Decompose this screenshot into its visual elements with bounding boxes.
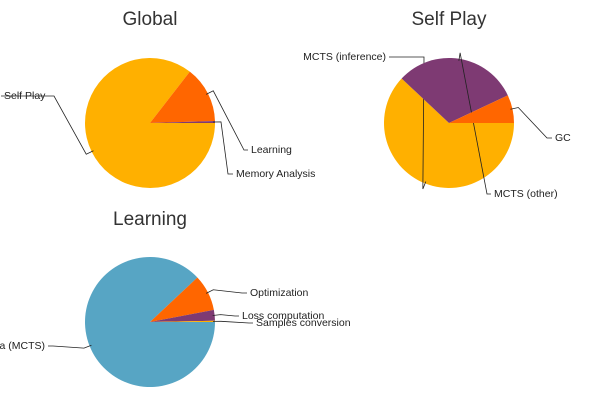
slice-label: Self Play — [4, 90, 46, 102]
leader-line — [510, 107, 552, 139]
leader-line — [205, 289, 247, 294]
pie-slice-samples-conversion — [150, 320, 215, 322]
pie-slice-memory-analysis — [150, 120, 215, 123]
chart-title: Self Play — [412, 9, 487, 30]
chart-title: Global — [123, 9, 178, 30]
slice-label: MCTS (inference) — [303, 51, 386, 63]
slice-label: Memory Analysis — [236, 168, 315, 180]
leader-line — [1, 95, 94, 155]
pie-slice-gc — [449, 95, 514, 123]
pie-chart-learning: Learning Data (MCTS) Optimization Loss comp… — [0, 209, 351, 387]
leader-line — [205, 90, 248, 151]
slice-label: Loss computation — [242, 310, 324, 322]
slice-label: Optimization — [250, 287, 309, 299]
slice-label: Samples conversion — [256, 317, 351, 329]
chart-title: Learning — [113, 209, 187, 230]
pie-slice-mcts-inference — [384, 78, 514, 188]
pie-chart-global: Global Self Play Learning Memory Analysis — [1, 9, 315, 188]
leader-line — [212, 314, 239, 317]
pie-slice-optimization — [150, 277, 214, 322]
leader-line — [48, 344, 92, 349]
pie-slice-loss-computation — [150, 309, 215, 322]
slice-label: MCTS (other) — [494, 188, 558, 200]
leader-line — [389, 56, 427, 190]
pie-slice-learning — [150, 71, 215, 123]
slice-label: Learning — [251, 144, 292, 156]
slice-label: GC — [555, 132, 571, 144]
leader-line — [458, 52, 491, 195]
slice-label: Data (MCTS) — [0, 340, 45, 352]
pie-chart-self-play: Self Play MCTS (inference) MCTS (other) GC — [303, 9, 571, 200]
pie-slice-mcts-other — [401, 58, 508, 123]
leader-line — [212, 121, 233, 175]
leader-line — [212, 320, 253, 324]
pie-slice-self-play — [84, 57, 215, 188]
